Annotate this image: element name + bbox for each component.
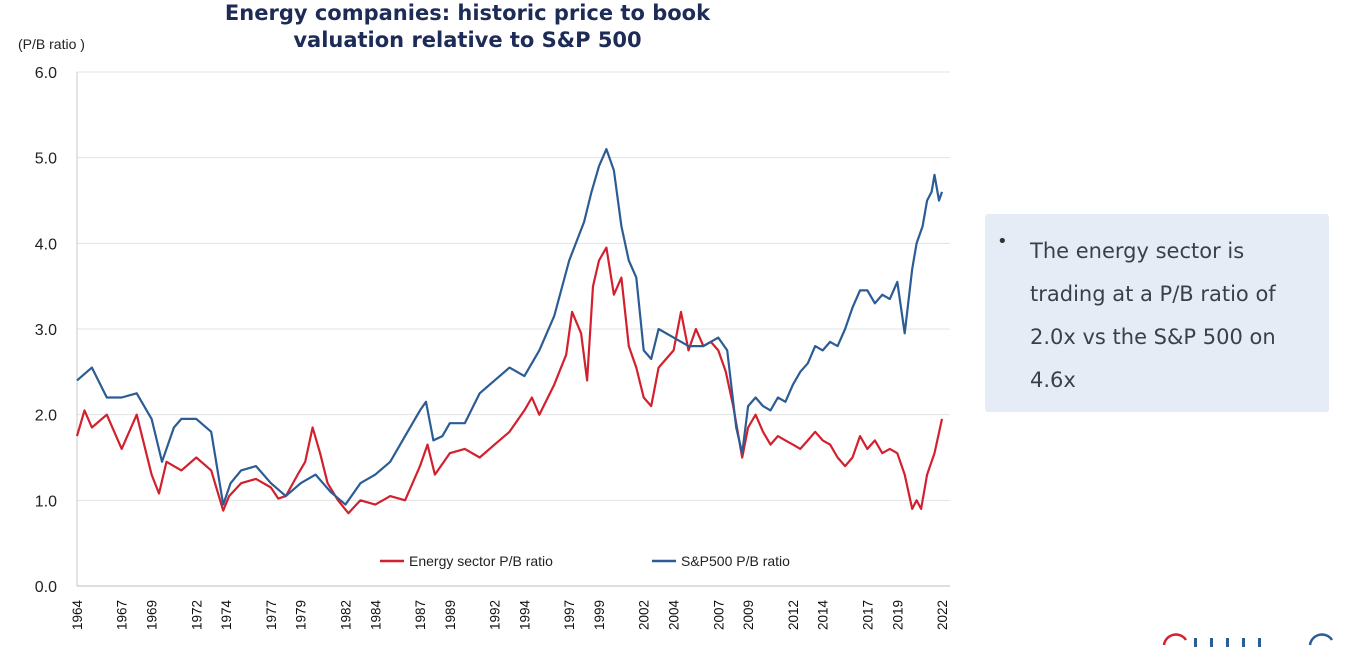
x-tick-label: 1979 bbox=[294, 600, 309, 630]
x-tick-label: 1999 bbox=[592, 600, 607, 630]
y-tick-label: 2.0 bbox=[35, 408, 57, 425]
legend-label-energy: Energy sector P/B ratio bbox=[409, 553, 553, 569]
chart-title: Energy companies: historic price to book… bbox=[224, 1, 711, 52]
x-tick-label: 2019 bbox=[890, 600, 905, 630]
commentary-text: The energy sector is trading at a P/B ra… bbox=[1030, 239, 1276, 392]
bullet-point: • bbox=[997, 231, 1008, 252]
x-tick-label: 2007 bbox=[711, 600, 726, 630]
x-tick-label: 2009 bbox=[741, 600, 756, 630]
x-tick-label: 1969 bbox=[145, 600, 160, 630]
x-tick-labels: 1964 1967 1969 1972 1974 1977 1979 1982 1984 1987… bbox=[70, 600, 950, 631]
x-tick-label: 2002 bbox=[637, 600, 652, 630]
y-tick-label: 5.0 bbox=[35, 151, 57, 168]
x-tick-label: 2004 bbox=[667, 600, 682, 631]
line-chart: 0.01.02.03.04.05.06.0 1964 1967 1969 1972 19… bbox=[35, 65, 950, 631]
brand-logo-fragment bbox=[1150, 630, 1350, 647]
x-tick-label: 2012 bbox=[786, 600, 801, 630]
x-tick-label: 1967 bbox=[115, 600, 130, 630]
y-tick-label: 3.0 bbox=[35, 322, 57, 339]
x-tick-label: 1984 bbox=[368, 600, 383, 631]
x-tick-label: 2014 bbox=[816, 600, 831, 631]
x-tick-label: 1992 bbox=[488, 600, 503, 630]
x-tick-label: 1964 bbox=[70, 600, 85, 631]
y-tick-label: 4.0 bbox=[35, 236, 57, 253]
y-tick-label: 1.0 bbox=[35, 493, 57, 510]
x-tick-label: 1997 bbox=[562, 600, 577, 630]
x-tick-label: 1977 bbox=[264, 600, 279, 630]
x-tick-label: 1987 bbox=[413, 600, 428, 630]
x-tick-label: 1974 bbox=[219, 600, 234, 631]
series-line-sp500 bbox=[76, 148, 944, 506]
y-tick-labels: 0.0 1.0 2.0 3.0 4.0 5.0 6.0 bbox=[35, 65, 57, 596]
x-tick-label: 2022 bbox=[935, 600, 950, 630]
commentary-box: • The energy sector is trading at a P/B … bbox=[985, 214, 1329, 412]
x-tick-label: 1989 bbox=[443, 600, 458, 630]
x-tick-label: 1994 bbox=[517, 600, 532, 631]
legend: Energy sector P/B ratio S&P500 P/B ratio bbox=[380, 553, 790, 569]
gridlines bbox=[77, 71, 950, 587]
y-axis-unit-label: (P/B ratio ) bbox=[18, 36, 85, 52]
series-line-energy bbox=[75, 246, 944, 515]
x-tick-label: 1982 bbox=[338, 600, 353, 630]
x-tick-label: 2017 bbox=[860, 600, 875, 630]
x-tick-label: 1972 bbox=[189, 600, 204, 630]
y-tick-label: 0.0 bbox=[35, 579, 57, 596]
series-lines bbox=[75, 148, 944, 515]
legend-label-sp500: S&P500 P/B ratio bbox=[681, 553, 790, 569]
y-tick-label: 6.0 bbox=[35, 65, 57, 82]
